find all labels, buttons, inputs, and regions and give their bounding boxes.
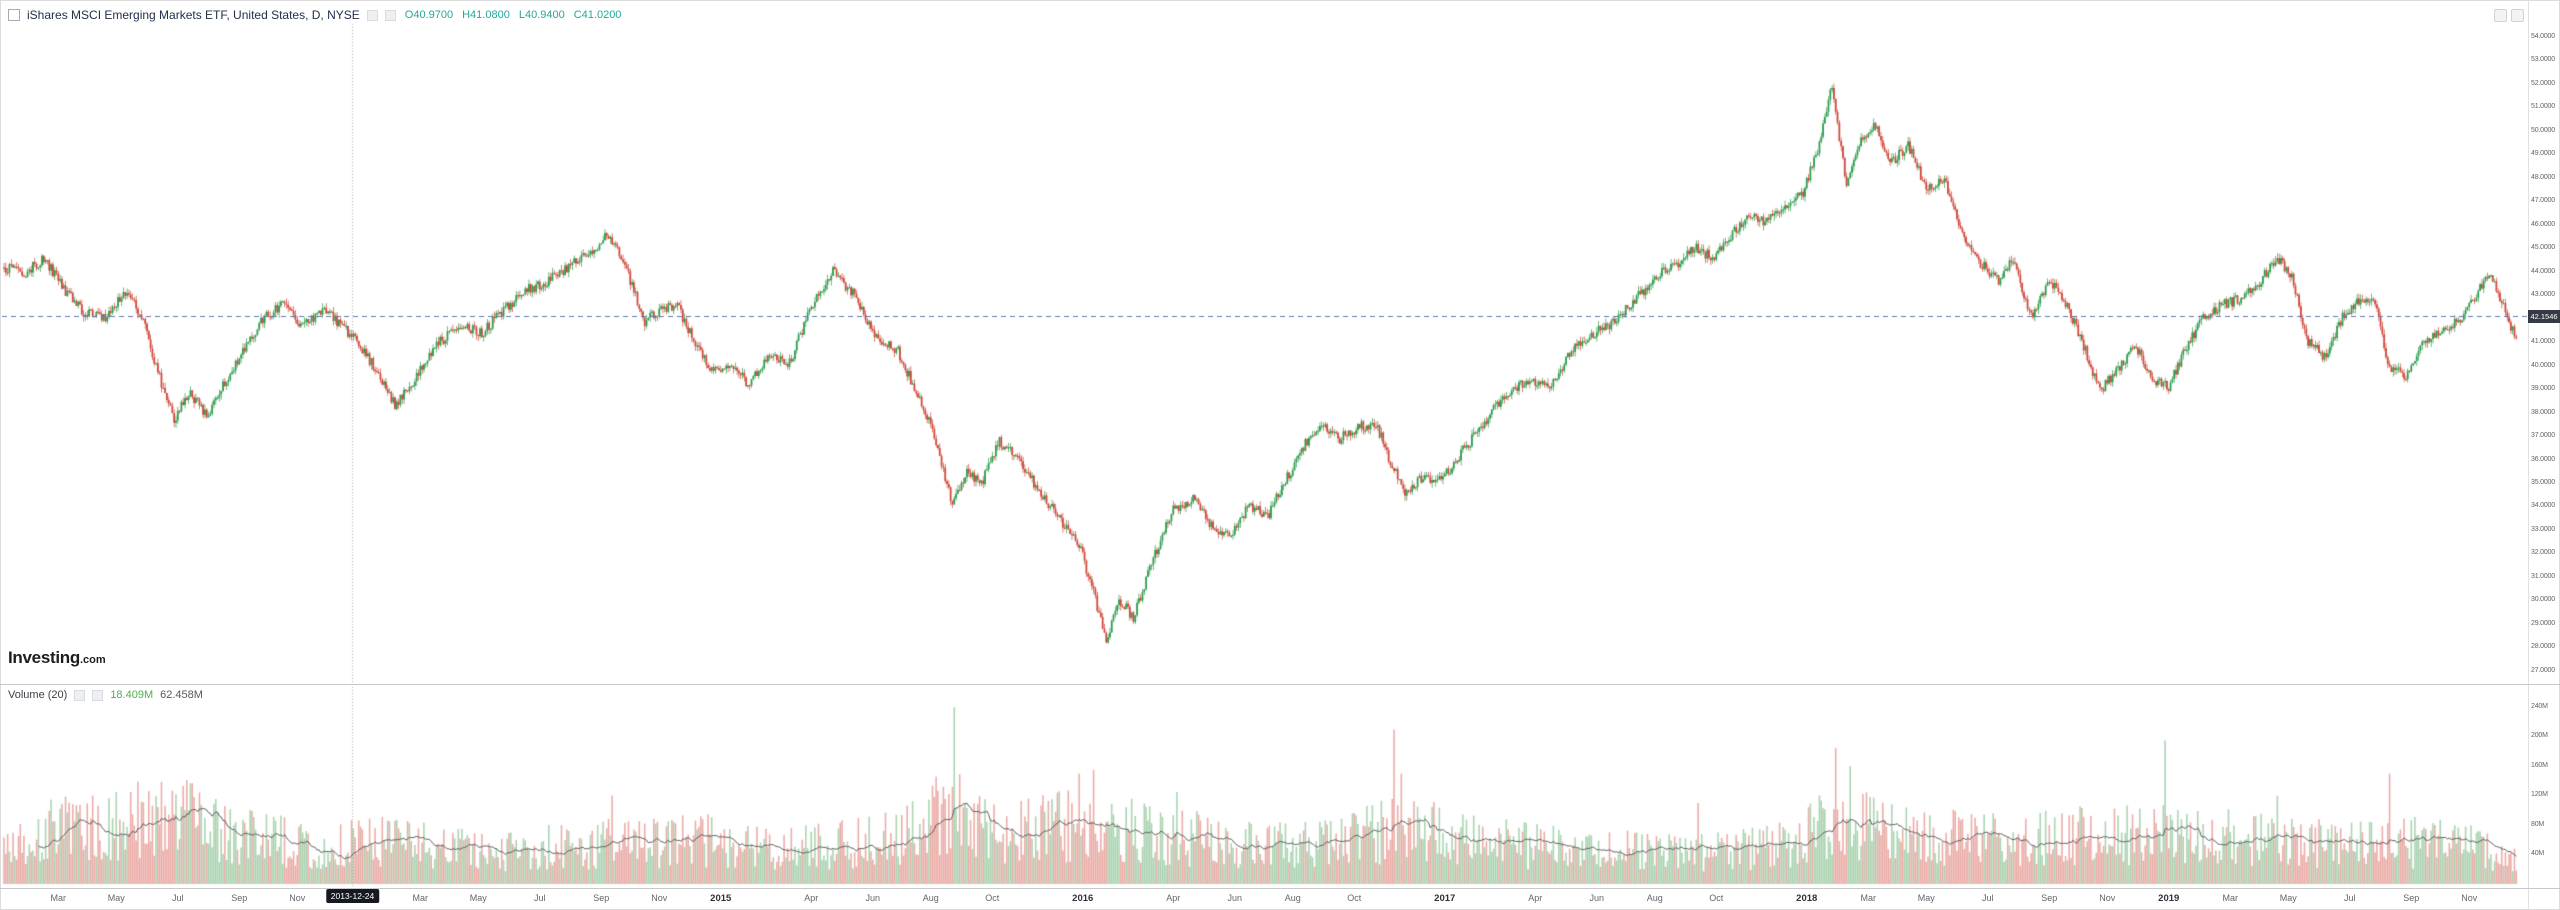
time-axis-year-label: 2016: [1072, 893, 1094, 904]
pane-settings-icon[interactable]: [2511, 9, 2524, 22]
symbol-legend: iShares MSCI Emerging Markets ETF, Unite…: [8, 8, 621, 22]
volume-legend: Volume (20) 18.409M 62.458M: [8, 689, 203, 701]
time-axis-month-label: Jul: [2343, 893, 2356, 903]
time-axis-year-label: 2015: [710, 893, 732, 904]
time-axis-month-label: Oct: [985, 893, 1000, 903]
time-axis-month-label: Apr: [804, 893, 819, 903]
time-axis-month-label: Apr: [1528, 893, 1543, 903]
time-axis-month-label: Jun: [865, 893, 881, 903]
time-axis-month-label: Sep: [2041, 893, 2058, 903]
time-axis-month-label: Mar: [50, 893, 67, 903]
time-axis-year-label: 2017: [1434, 893, 1456, 904]
legend-settings-icon[interactable]: [384, 9, 396, 21]
symbol-title[interactable]: iShares MSCI Emerging Markets ETF, Unite…: [27, 8, 360, 22]
ohlc-high-value: H41.0800: [462, 9, 510, 21]
volume-settings-icon[interactable]: [92, 689, 104, 701]
crosshair-date-badge: 2013-12-24: [325, 889, 380, 903]
time-axis-month-label: Sep: [593, 893, 610, 903]
time-axis-month-label: Mar: [2222, 893, 2239, 903]
ohlc-low-value: L40.9400: [518, 9, 565, 21]
time-axis-month-label: Jul: [171, 893, 184, 903]
pane-separator[interactable]: [0, 684, 2560, 685]
time-axis-month-label: May: [107, 893, 125, 903]
volume-indicator-title[interactable]: Volume (20): [8, 689, 68, 701]
time-axis-month-label: Oct: [1347, 893, 1362, 903]
pane-controls: [2494, 9, 2524, 22]
time-axis-month-label: Mar: [412, 893, 429, 903]
investing-logo-tld: .com: [79, 654, 106, 666]
time-axis[interactable]: Mar May Jul Sep Nov Mar May Jul Sep Nov 2015 Apr Jun…: [0, 888, 2528, 910]
investing-logo: Investing.com: [8, 648, 106, 668]
snapshot-icon[interactable]: [2494, 9, 2507, 22]
volume-ma-value: 62.458M: [160, 689, 203, 701]
time-axis-month-label: Apr: [1166, 893, 1181, 903]
time-axis-month-label: May: [2279, 893, 2297, 903]
time-axis-month-label: Jun: [1227, 893, 1243, 903]
last-price-badge: 42.1546: [2528, 309, 2560, 323]
time-axis-month-label: Sep: [231, 893, 248, 903]
time-axis-month-label: Jul: [1981, 893, 1994, 903]
time-axis-month-label: Nov: [2461, 893, 2478, 903]
time-axis-border: [0, 888, 2560, 889]
time-axis-month-label: Aug: [922, 893, 939, 903]
time-axis-month-label: Oct: [1709, 893, 1724, 903]
legend-eye-icon[interactable]: [366, 9, 378, 21]
time-axis-month-label: Jun: [1589, 893, 1605, 903]
time-axis-month-label: Aug: [1284, 893, 1301, 903]
time-axis-month-label: Sep: [2403, 893, 2420, 903]
time-axis-month-label: Nov: [289, 893, 306, 903]
time-axis-month-label: May: [469, 893, 487, 903]
volume-current-value: 18.409M: [110, 689, 154, 701]
time-axis-month-label: Mar: [1860, 893, 1877, 903]
time-axis-month-label: Nov: [2099, 893, 2116, 903]
time-axis-year-label: 2019: [2158, 893, 2180, 904]
time-axis-month-label: Nov: [651, 893, 668, 903]
price-axis-border: [2528, 0, 2529, 910]
ohlc-close-value: C41.0200: [573, 9, 622, 21]
time-axis-year-label: 2018: [1796, 893, 1818, 904]
time-axis-month-label: Aug: [1646, 893, 1663, 903]
time-axis-month-label: Jul: [533, 893, 546, 903]
ohlc-open-value: O40.9700: [404, 9, 454, 21]
investing-logo-brand: Investing: [8, 648, 80, 667]
series-visibility-checkbox[interactable]: [8, 9, 20, 21]
time-axis-month-label: May: [1917, 893, 1935, 903]
volume-eye-icon[interactable]: [74, 689, 86, 701]
